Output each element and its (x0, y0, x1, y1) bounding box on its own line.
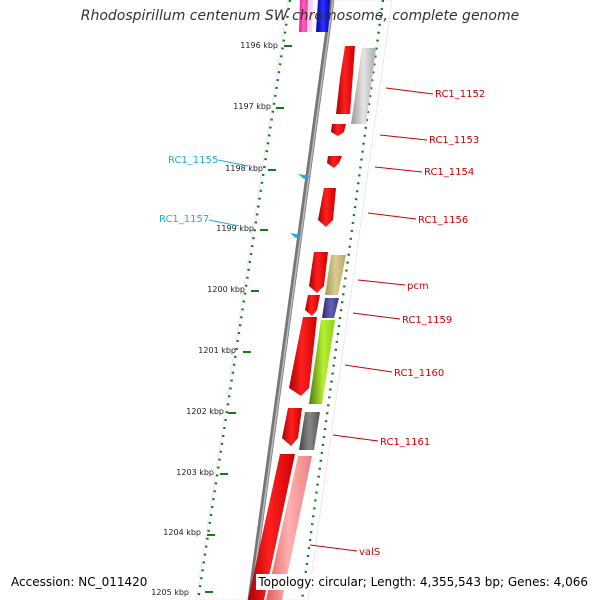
gene-block-dark (299, 412, 320, 450)
gene-block-gray (351, 48, 376, 124)
gene-block-lime (309, 320, 335, 404)
callout-line (332, 434, 379, 442)
outer-dotted-line (196, 0, 292, 600)
gene-block-red-long (248, 454, 295, 600)
gene-arrow-red (305, 295, 320, 316)
callout-line (217, 159, 249, 167)
callout-line (367, 212, 417, 220)
gene-block-blue (316, 0, 330, 32)
reverse-marker (290, 233, 302, 238)
gene-block-tan (325, 255, 346, 295)
callout-line (352, 312, 401, 320)
callout-line (374, 166, 423, 173)
gene-label: pcm (407, 281, 429, 292)
gene-arrow-red (289, 317, 317, 396)
tick-label: 1197 kbp (233, 102, 271, 111)
tick-label: 1204 kbp (163, 528, 201, 537)
label-group: RC1_1152 RC1_1153 RC1_1154 RC1_1156 pcm … (159, 87, 485, 558)
gene-label: RC1_1161 (380, 437, 430, 448)
tick-label: 1199 kbp (216, 224, 254, 233)
callout-line (208, 219, 240, 227)
reverse-marker (298, 174, 311, 179)
tick-label: 1196 kbp (240, 41, 278, 50)
callout-line (385, 87, 434, 95)
gene-label: RC1_1154 (424, 167, 474, 178)
map-band (195, 0, 393, 600)
gene-label: RC1_1156 (418, 215, 468, 226)
backbone-highlight (250, 0, 334, 600)
gene-label: RC1_1155 (168, 155, 218, 166)
gene-arrow-tiny (327, 156, 342, 168)
chromosome-backbone (247, 0, 335, 600)
gene-arrow-small (331, 124, 346, 136)
gene-arrow-red (318, 188, 336, 227)
gene-block-magenta-shade (307, 0, 313, 32)
tick-label: 1200 kbp (207, 285, 245, 294)
gene-label: RC1_1153 (429, 135, 479, 146)
gene-label: RC1_1160 (394, 368, 444, 379)
callout-line (379, 134, 428, 141)
map-title: Rhodospirillum centenum SW chromosome, c… (80, 8, 520, 24)
gene-arrow-red (336, 46, 355, 114)
callout-line (309, 544, 358, 552)
gene-label: RC1_1152 (435, 89, 485, 100)
tick-label: 1201 kbp (198, 346, 236, 355)
gene-arrow-red (282, 408, 302, 446)
gene-block-magenta (299, 0, 308, 32)
inner-dotted-line (300, 0, 385, 600)
gene-label: RC1_1159 (402, 315, 452, 326)
tick-label: 1203 kbp (176, 468, 214, 477)
gene-arrow-red (309, 252, 328, 293)
topology-label: Topology: circular; Length: 4,355,543 bp… (256, 574, 590, 590)
gene-label: valS (359, 547, 380, 558)
tick-label: 1205 kbp (151, 588, 189, 597)
gene-label: RC1_1157 (159, 214, 209, 225)
gene-block-navy (322, 298, 339, 318)
gene-block-pink (266, 456, 312, 600)
accession-label: Accession: NC_011420 (9, 574, 150, 590)
tick-label: 1202 kbp (186, 407, 224, 416)
callout-line (344, 364, 393, 373)
callout-line (357, 279, 406, 286)
tick-group: 1196 kbp 1197 kbp 1198 kbp 1199 kbp 1200… (151, 41, 292, 597)
tick-label: 1198 kbp (225, 164, 263, 173)
